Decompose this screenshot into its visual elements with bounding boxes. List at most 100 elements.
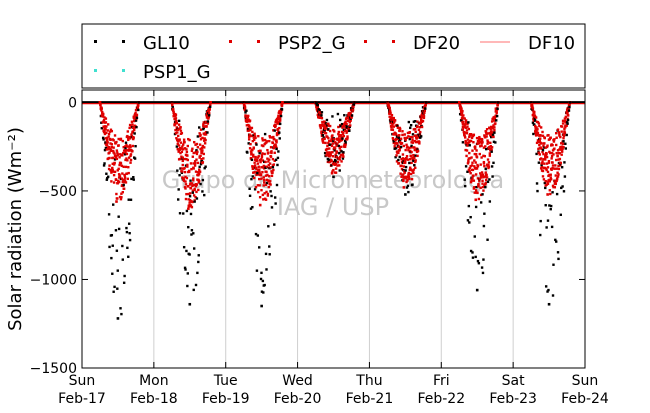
gl10-point — [482, 224, 486, 228]
psp2-g-point — [274, 143, 277, 147]
psp2-g-point — [274, 119, 278, 122]
psp2-g-point — [189, 162, 193, 165]
psp2-g-point — [125, 172, 129, 175]
gl10-point — [546, 219, 550, 222]
psp2-g-point — [197, 181, 200, 184]
psp2-g-point — [460, 112, 464, 115]
gl10-point — [568, 101, 572, 104]
gl10-point — [424, 101, 428, 104]
psp2-g-point — [491, 117, 494, 121]
psp2-g-point — [470, 156, 473, 159]
psp2-g-point — [269, 146, 273, 149]
psp2-g-point — [546, 182, 550, 186]
psp2-g-point — [267, 151, 270, 154]
psp2-g-point — [103, 116, 106, 119]
psp2-g-point — [262, 184, 265, 187]
psp2-g-point — [273, 159, 276, 162]
psp2-g-point — [534, 124, 537, 128]
gl10-point — [263, 283, 266, 287]
psp2-g-point — [344, 120, 347, 123]
psp2-g-point — [247, 124, 251, 128]
psp2-g-point — [554, 182, 557, 185]
gl10-point — [137, 108, 140, 112]
psp2-g-point — [132, 115, 135, 118]
gl10-point — [320, 111, 324, 114]
psp2-g-point — [263, 192, 266, 195]
psp2-g-point — [535, 129, 538, 132]
psp2-g-point — [185, 176, 189, 180]
psp2-g-point — [133, 126, 136, 129]
psp2-g-point — [119, 162, 123, 165]
psp2-g-point — [195, 152, 199, 156]
psp2-g-point — [265, 190, 268, 194]
psp2-g-point — [399, 172, 402, 175]
psp2-g-point — [124, 145, 127, 148]
psp2-g-point — [194, 143, 197, 146]
gl10-point — [495, 114, 499, 118]
psp2-g-point — [243, 105, 247, 108]
psp2-g-point — [194, 151, 197, 154]
psp2-g-point — [263, 181, 266, 184]
psp2-g-point — [262, 198, 265, 201]
gl10-point — [327, 128, 330, 131]
psp2-g-point — [268, 180, 272, 183]
gl10-point — [199, 182, 202, 186]
psp2-g-point — [113, 170, 117, 174]
psp2-g-point — [337, 132, 340, 136]
psp2-g-point — [496, 103, 499, 106]
gl10-point — [531, 121, 535, 124]
psp2-g-point — [134, 111, 137, 115]
x-tick-weekday: Sun — [69, 373, 96, 389]
gl10-point — [113, 285, 116, 289]
gl10-point — [533, 117, 536, 120]
psp2-g-point — [351, 108, 355, 112]
psp2-g-point — [540, 166, 544, 169]
gl10-point — [474, 255, 477, 259]
psp2-g-point — [263, 178, 266, 182]
psp2-g-point — [185, 150, 189, 154]
psp2-g-point — [479, 145, 482, 148]
psp2-g-point — [480, 156, 483, 159]
psp2-g-point — [562, 145, 565, 149]
gl10-point — [248, 187, 251, 190]
psp2-g-point — [250, 134, 254, 138]
gl10-point — [276, 156, 280, 160]
psp2-g-point — [397, 162, 401, 165]
gl10-point — [550, 225, 554, 229]
gl10-point — [401, 161, 405, 164]
psp2-g-point — [198, 134, 202, 138]
psp2-g-point — [391, 123, 394, 127]
psp2-g-point — [254, 142, 258, 145]
psp2-g-point — [174, 117, 178, 120]
psp2-g-point — [323, 127, 327, 131]
gl10-point — [273, 196, 277, 199]
psp2-g-point — [466, 125, 469, 128]
gl10-point — [247, 142, 250, 145]
psp2-g-point — [421, 113, 424, 117]
psp2-g-point — [268, 139, 271, 143]
psp2-g-point — [277, 111, 281, 115]
psp2-g-point — [419, 118, 423, 122]
gl10-point — [111, 244, 114, 247]
legend-dot-marker — [364, 40, 367, 43]
psp2-g-point — [557, 167, 561, 171]
psp2-g-point — [469, 139, 473, 143]
psp2-g-point — [202, 123, 205, 126]
psp2-g-point — [110, 169, 113, 173]
gl10-point — [409, 126, 412, 130]
psp2-g-point — [130, 133, 133, 136]
psp2-g-point — [275, 132, 279, 135]
gl10-point — [256, 171, 259, 175]
gl10-point — [106, 175, 110, 178]
psp2-g-point — [330, 144, 334, 148]
psp2-g-point — [338, 164, 341, 167]
psp2-g-point — [403, 136, 406, 140]
gl10-point — [466, 219, 470, 222]
gl10-point — [105, 178, 109, 181]
gl10-point — [316, 103, 320, 107]
x-tick-weekday: Sun — [572, 373, 599, 389]
gl10-point — [334, 160, 338, 163]
gl10-point — [424, 107, 427, 110]
psp2-g-point — [551, 184, 555, 188]
psp2-g-point — [541, 150, 544, 154]
